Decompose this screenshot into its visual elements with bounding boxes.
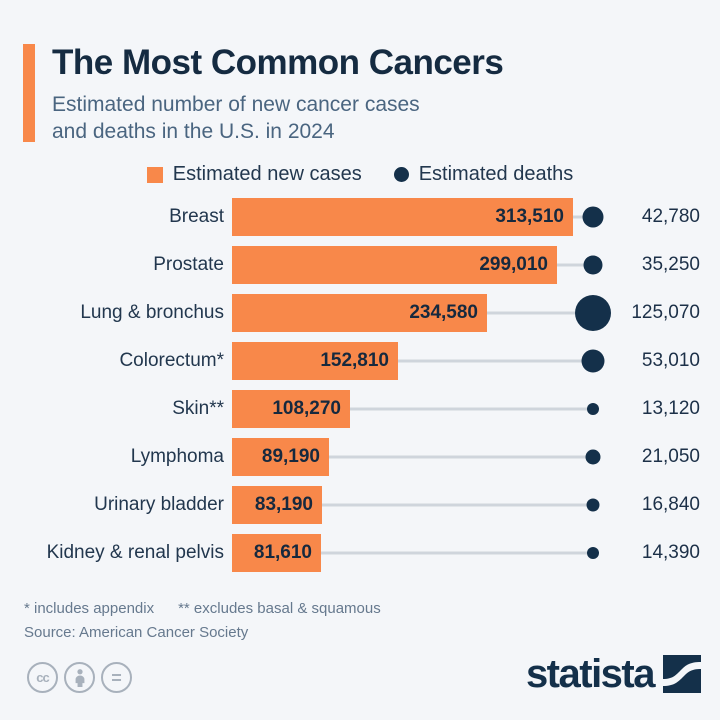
deaths-value-label: 42,780 <box>641 206 700 227</box>
new-cases-value-label: 108,270 <box>272 398 341 419</box>
deaths-value-label: 35,250 <box>641 254 700 275</box>
deaths-dot <box>587 547 599 559</box>
deaths-dot <box>582 206 604 228</box>
chart-row: Colorectum* 152,810 53,010 <box>0 337 720 385</box>
deaths-dot <box>581 349 605 373</box>
deaths-value-label: 21,050 <box>641 446 700 467</box>
chart-row: Urinary bladder 83,190 16,840 <box>0 481 720 529</box>
deaths-dot <box>585 449 601 465</box>
new-cases-value-label: 234,580 <box>409 302 478 323</box>
new-cases-bar: 299,010 <box>232 246 557 284</box>
category-label: Breast <box>169 206 224 227</box>
legend-deaths-label: Estimated deaths <box>418 163 574 185</box>
row-visual: 234,580 125,070 <box>232 289 720 337</box>
bar-chart: Breast 313,510 42,780 Prostate 299,010 3… <box>0 193 720 577</box>
legend-new-cases-label: Estimated new cases <box>172 163 362 185</box>
row-visual: 152,810 53,010 <box>232 337 720 385</box>
new-cases-value-label: 313,510 <box>495 206 564 227</box>
new-cases-value-label: 89,190 <box>261 446 320 467</box>
connector-line <box>487 311 593 315</box>
legend-item-deaths: Estimated deaths <box>393 163 574 186</box>
new-cases-bar: 313,510 <box>232 198 573 236</box>
chart-row: Lung & bronchus 234,580 125,070 <box>0 289 720 337</box>
person-icon <box>75 668 84 687</box>
new-cases-bar: 152,810 <box>232 342 398 380</box>
chart-row: Prostate 299,010 35,250 <box>0 241 720 289</box>
deaths-dot <box>586 498 600 512</box>
category-label: Lung & bronchus <box>80 302 224 323</box>
deaths-value-label: 13,120 <box>641 398 700 419</box>
row-visual: 299,010 35,250 <box>232 241 720 289</box>
chart-row: Skin** 108,270 13,120 <box>0 385 720 433</box>
header: The Most Common Cancers Estimated number… <box>23 43 504 145</box>
statista-wordmark: statista <box>525 652 656 696</box>
chart-row: Breast 313,510 42,780 <box>0 193 720 241</box>
row-visual: 313,510 42,780 <box>232 193 720 241</box>
connector-line <box>322 503 593 507</box>
new-cases-value-label: 83,190 <box>254 494 313 515</box>
cc-license-icon[interactable]: cc <box>27 662 58 693</box>
statista-logo[interactable]: statista <box>526 654 701 694</box>
row-visual: 108,270 13,120 <box>232 385 720 433</box>
title-block: The Most Common Cancers Estimated number… <box>52 43 504 145</box>
category-label: Prostate <box>153 254 224 275</box>
connector-line <box>321 551 593 555</box>
footnote-appendix: * includes appendix <box>24 600 155 617</box>
category-label: Skin** <box>172 398 224 419</box>
subtitle-line-2: and deaths in the U.S. in 2024 <box>52 120 335 143</box>
connector-line <box>398 359 593 363</box>
deaths-dot <box>583 255 603 275</box>
page-title: The Most Common Cancers <box>52 43 504 82</box>
category-label: Kidney & renal pelvis <box>46 542 224 563</box>
new-cases-value-label: 81,610 <box>253 542 312 563</box>
category-label: Lymphoma <box>130 446 224 467</box>
deaths-value-label: 14,390 <box>641 542 700 563</box>
legend-item-new-cases: Estimated new cases <box>146 163 362 186</box>
statista-mark-icon <box>663 655 701 693</box>
source-line: Source: American Cancer Society <box>24 624 249 641</box>
creative-commons-badges[interactable]: cc = <box>27 662 132 693</box>
deaths-dot <box>587 403 599 415</box>
chart-subtitle: Estimated number of new cancer cases and… <box>52 91 503 145</box>
new-cases-swatch-icon <box>146 166 163 183</box>
connector-line <box>329 455 593 459</box>
deaths-swatch-icon <box>393 167 409 182</box>
category-label: Urinary bladder <box>94 494 224 515</box>
connector-line <box>350 407 593 411</box>
new-cases-bar: 108,270 <box>232 390 350 428</box>
category-label: Colorectum* <box>119 350 224 371</box>
new-cases-bar: 81,610 <box>232 534 321 572</box>
deaths-value-label: 16,840 <box>641 494 700 515</box>
deaths-value-label: 53,010 <box>641 350 700 371</box>
subtitle-line-1: Estimated number of new cancer cases <box>52 93 420 116</box>
row-visual: 89,190 21,050 <box>232 433 720 481</box>
accent-bar <box>23 44 35 142</box>
footnote-basal: ** excludes basal & squamous <box>178 600 381 617</box>
deaths-dot <box>575 295 611 331</box>
new-cases-bar: 83,190 <box>232 486 322 524</box>
deaths-value-label: 125,070 <box>631 302 700 323</box>
new-cases-value-label: 152,810 <box>320 350 389 371</box>
cc-no-derivatives-icon[interactable]: = <box>101 662 132 693</box>
chart-row: Kidney & renal pelvis 81,610 14,390 <box>0 529 720 577</box>
new-cases-bar: 234,580 <box>232 294 487 332</box>
new-cases-value-label: 299,010 <box>479 254 548 275</box>
connector-line <box>557 263 593 267</box>
row-visual: 83,190 16,840 <box>232 481 720 529</box>
chart-row: Lymphoma 89,190 21,050 <box>0 433 720 481</box>
chart-legend: Estimated new cases Estimated deaths <box>0 163 720 186</box>
footnotes: * includes appendix ** excludes basal & s… <box>24 600 405 617</box>
new-cases-bar: 89,190 <box>232 438 329 476</box>
cc-attribution-person-icon[interactable] <box>64 662 95 693</box>
row-visual: 81,610 14,390 <box>232 529 720 577</box>
